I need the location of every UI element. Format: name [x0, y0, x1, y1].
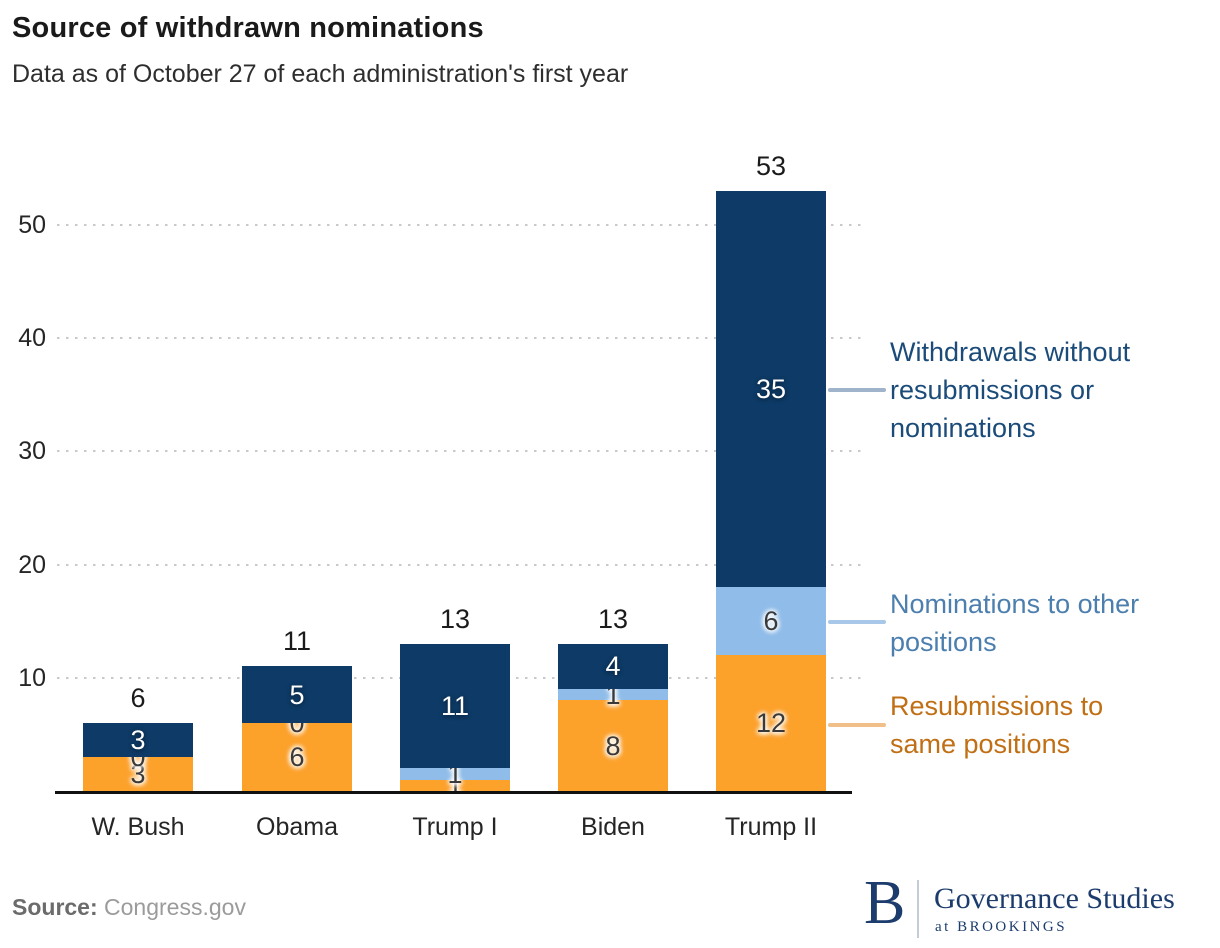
y-axis-tick-label: 20 — [18, 550, 46, 579]
legend-annotation: Resubmissions to same positions — [890, 687, 1103, 763]
bar-total-label: 11 — [282, 626, 312, 657]
bar-total-label: 53 — [755, 151, 787, 182]
bar-segment-value: 12 — [755, 708, 787, 739]
legend-annotation-line: Resubmissions to — [890, 691, 1104, 721]
bar-segment — [716, 655, 826, 791]
legend-connector-line — [828, 388, 886, 392]
legend-connector-line — [828, 723, 886, 727]
logo-tagline: at BROOKINGS — [935, 919, 1068, 935]
y-axis-tick-label: 40 — [18, 324, 46, 353]
gridline-30 — [57, 450, 862, 453]
bar-segment — [400, 768, 510, 780]
bar-segment — [558, 689, 668, 701]
bar-segment — [558, 700, 668, 791]
legend-annotation-line: same positions — [890, 729, 1071, 759]
y-axis-tick-label: 30 — [18, 437, 46, 466]
x-axis-label: W. Bush — [91, 813, 185, 841]
bar-segment — [400, 643, 510, 769]
x-axis-label: Trump I — [412, 813, 498, 841]
legend-annotation-line: resubmissions or — [890, 375, 1095, 405]
bar-total-label: 13 — [439, 603, 471, 634]
source-value: Congress.gov — [104, 894, 246, 920]
x-axis-label: Biden — [581, 813, 645, 841]
bar-segment-value: 8 — [605, 730, 621, 761]
bar-segment-value: 3 — [130, 759, 146, 790]
bar-segment — [83, 757, 193, 791]
page-subtitle: Data as of October 27 of each administra… — [12, 60, 629, 88]
bar-segment-value: 11 — [440, 691, 470, 722]
legend-annotation-line: Nominations to other — [890, 589, 1140, 619]
x-axis-label: Obama — [256, 813, 338, 841]
page-title: Source of withdrawn nominations — [12, 12, 484, 44]
bar-segment — [716, 587, 826, 656]
legend-annotation-line: Withdrawals without — [890, 337, 1131, 367]
bar-segment-value: 6 — [289, 742, 305, 773]
brookings-logo-initial: B — [864, 869, 906, 937]
logo-divider — [917, 880, 919, 938]
legend-annotation-line: positions — [890, 627, 997, 657]
bar-segment — [242, 666, 352, 724]
bar-segment — [83, 723, 193, 758]
bar-segment — [558, 643, 668, 690]
x-axis-line — [55, 791, 852, 794]
bar-segment-value: 3 — [130, 725, 146, 756]
bar-segment-value: 6 — [763, 606, 779, 637]
gridline-50 — [57, 224, 862, 226]
legend-annotation-line: nominations — [890, 413, 1036, 443]
gridline-20 — [57, 563, 862, 566]
legend-annotation: Withdrawals without resubmissions or nomin… — [890, 333, 1130, 447]
x-axis-label: Trump II — [724, 813, 818, 841]
y-axis-tick-label: 10 — [18, 663, 46, 692]
bar-total-label: 6 — [130, 683, 146, 714]
y-axis-tick-label: 50 — [18, 211, 46, 239]
gridline-40 — [57, 337, 862, 340]
source-label: Source: — [12, 894, 98, 920]
source-line: Source: Congress.gov — [12, 894, 246, 921]
bar-segment — [716, 191, 826, 588]
bar-total-label: 13 — [597, 603, 629, 634]
legend-connector-line — [828, 620, 886, 624]
legend-annotation: Nominations to other positions — [890, 585, 1139, 661]
logo-org-name: Governance Studies — [934, 882, 1175, 915]
bar-segment — [400, 779, 510, 791]
bar-segment — [242, 723, 352, 791]
bar-segment-value: 5 — [289, 679, 305, 710]
bar-segment-value: 4 — [605, 651, 621, 682]
bar-segment-value: 35 — [755, 374, 787, 405]
